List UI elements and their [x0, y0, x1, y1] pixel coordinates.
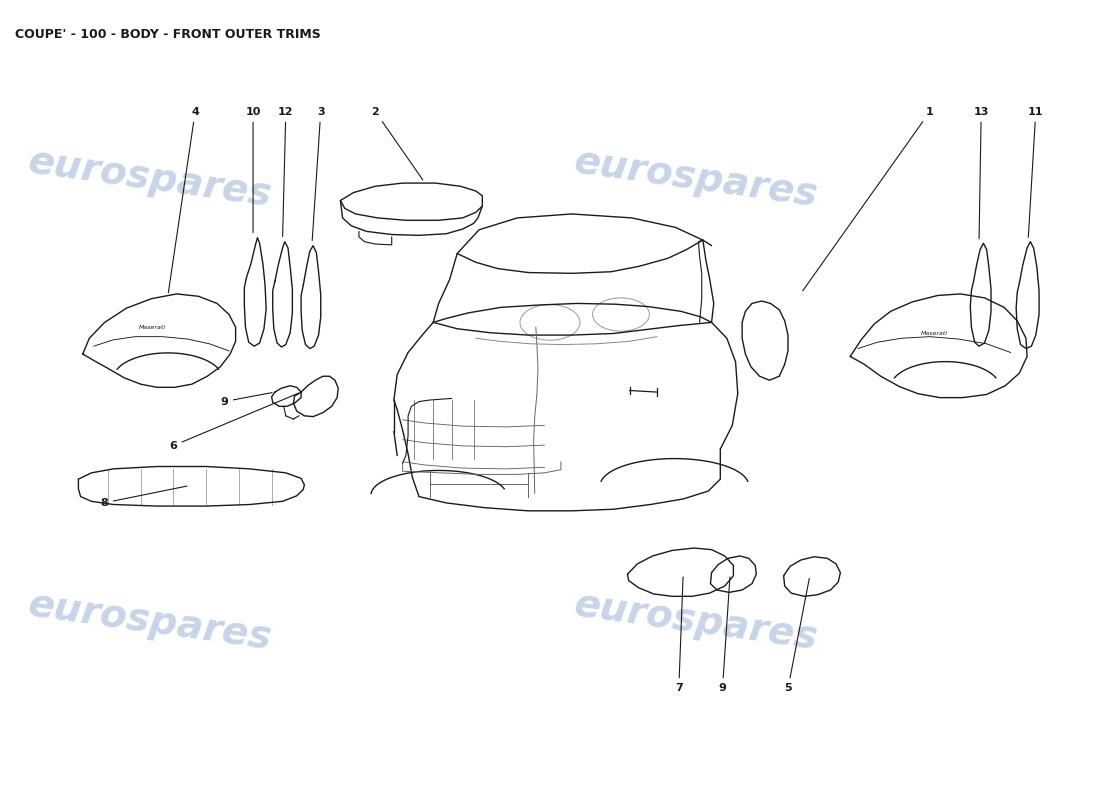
Text: 4: 4 — [168, 106, 199, 293]
Text: 9: 9 — [718, 577, 730, 694]
Text: 6: 6 — [168, 393, 298, 451]
Text: 8: 8 — [100, 486, 187, 508]
Text: eurospares: eurospares — [26, 142, 275, 214]
Text: 1: 1 — [803, 106, 934, 291]
Text: 3: 3 — [312, 106, 324, 241]
Text: Maserati: Maserati — [921, 331, 948, 336]
Text: COUPE' - 100 - BODY - FRONT OUTER TRIMS: COUPE' - 100 - BODY - FRONT OUTER TRIMS — [15, 28, 321, 41]
Text: 9: 9 — [220, 393, 272, 406]
Text: 13: 13 — [974, 106, 989, 239]
Text: eurospares: eurospares — [572, 586, 821, 658]
Text: 11: 11 — [1028, 106, 1044, 238]
Text: eurospares: eurospares — [572, 142, 821, 214]
Text: 2: 2 — [372, 106, 422, 180]
Text: 12: 12 — [278, 106, 294, 237]
Text: 7: 7 — [675, 577, 683, 694]
Text: 5: 5 — [784, 578, 810, 694]
Text: Maserati: Maserati — [139, 325, 166, 330]
Text: 10: 10 — [245, 106, 261, 233]
Text: eurospares: eurospares — [26, 586, 275, 658]
